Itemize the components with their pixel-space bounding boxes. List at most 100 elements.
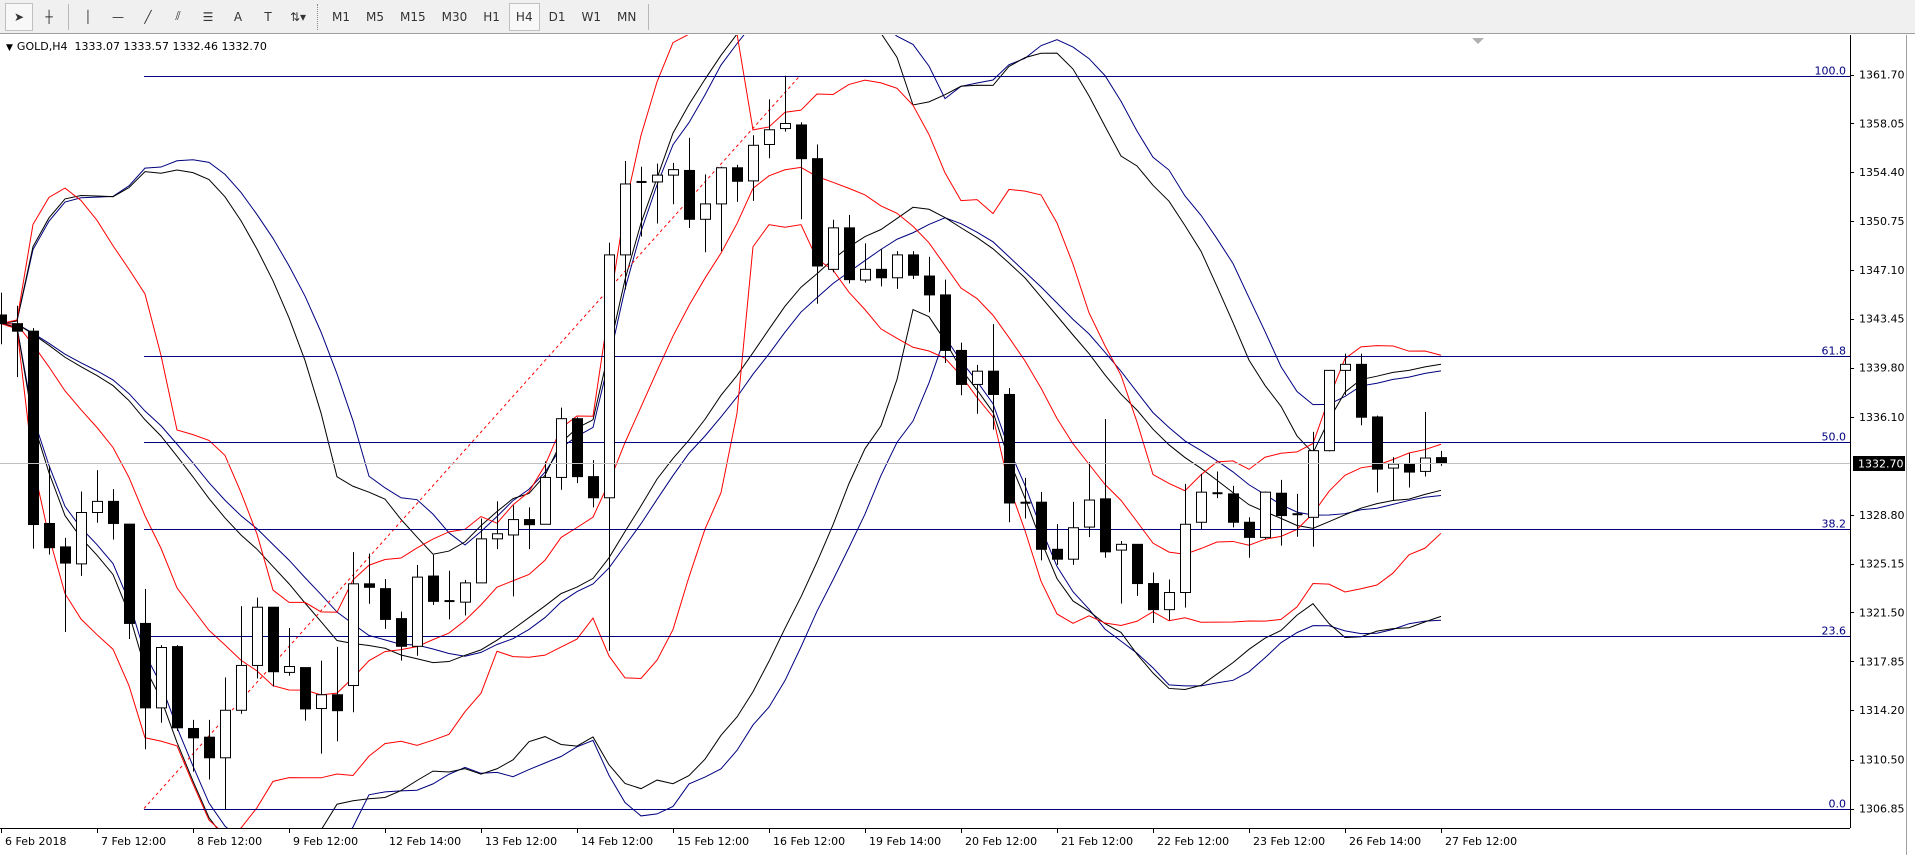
fibonacci-tool-button[interactable]: ☰	[194, 3, 222, 31]
candle	[972, 364, 983, 414]
candle	[540, 461, 551, 525]
symbol-info: ▼ GOLD,H4 1333.07 1333.57 1332.46 1332.70	[6, 40, 267, 53]
fib-level-label: 50.0	[1822, 431, 1847, 444]
candle-body-bear	[1132, 543, 1143, 585]
candle-body-bull	[828, 227, 839, 270]
timeframe-m30-button[interactable]: M30	[441, 9, 468, 24]
candle	[1292, 493, 1303, 537]
vertical-line-tool-button[interactable]: │	[74, 3, 102, 31]
candle-body-bear	[1436, 457, 1447, 464]
candle	[236, 606, 247, 714]
candle-body-bear	[524, 519, 535, 526]
candle-body-bull	[252, 606, 263, 666]
fib-trend-line[interactable]	[143, 75, 801, 809]
timeframe-m15-button[interactable]: M15	[400, 9, 426, 24]
candle-body-bull	[1068, 527, 1079, 560]
fib-level-label: 23.6	[1822, 625, 1847, 638]
band-black-middle-line	[0, 206, 1442, 664]
chart-shift-marker-icon[interactable]	[1472, 38, 1484, 44]
candle-body-bear	[0, 314, 7, 325]
timeframe-m1-button[interactable]: M1	[332, 9, 350, 24]
candle	[828, 219, 839, 273]
candle-body-bull	[540, 476, 551, 525]
candle-body-bear	[140, 622, 151, 709]
fibonacci-retracement[interactable]: 100.0 61.8 50.0 38.2 23.6 0.0	[143, 65, 1850, 811]
candle-body-bear	[1372, 416, 1383, 470]
candle	[1404, 453, 1415, 488]
candle	[700, 174, 711, 253]
time-label: 6 Feb 2018	[5, 835, 66, 848]
toolbar-grip[interactable]	[317, 3, 320, 30]
candle	[1036, 491, 1047, 561]
candle-body-bear	[172, 646, 183, 729]
candle	[492, 501, 503, 550]
candle	[220, 677, 231, 810]
price-label: 1321.50	[1859, 606, 1905, 619]
candle-body-bull	[460, 582, 471, 603]
timeframe-h4-button[interactable]: H4	[508, 2, 540, 31]
crosshair-tool-button[interactable]: ┼	[35, 3, 63, 31]
candle	[860, 243, 871, 283]
timeframe-h1-button[interactable]: H1	[483, 9, 500, 24]
chart-toolbar: ➤ ┼ │ — ╱ ⫽ ☰ A T ⇅▾ M1 M5 M15 M30 H1 H4 D1 W1 MN	[0, 0, 1915, 34]
price-label: 1314.20	[1859, 704, 1905, 717]
candle	[1196, 473, 1207, 530]
arrows-dropdown-tool-button[interactable]: ⇅▾	[284, 3, 312, 31]
trendline-tool-button[interactable]: ╱	[134, 3, 162, 31]
fib-level-label: 100.0	[1815, 65, 1847, 78]
collapse-triangle-icon[interactable]: ▼	[6, 43, 13, 53]
candle-body-bull	[236, 664, 247, 711]
timeframe-w1-button[interactable]: W1	[581, 9, 601, 24]
time-label: 9 Feb 12:00	[293, 835, 358, 848]
price-label: 1310.50	[1859, 754, 1905, 767]
candle-body-bear	[1356, 363, 1367, 418]
candle-body-bear	[204, 736, 215, 759]
trendline-icon: ╱	[144, 9, 152, 24]
candle-body-bull	[76, 511, 87, 565]
cursor-tool-button[interactable]: ➤	[5, 2, 33, 31]
candle	[1324, 369, 1335, 452]
price-label: 1306.85	[1859, 803, 1905, 816]
candle-body-bear	[108, 500, 119, 524]
candle	[956, 342, 967, 396]
candle-body-bear	[812, 158, 823, 267]
price-label: 1336.10	[1859, 411, 1905, 424]
candle-body-bear	[364, 583, 375, 588]
horizontal-line-tool-button[interactable]: —	[104, 3, 132, 31]
symbol-ohlc: 1333.07 1333.57 1332.46 1332.70	[74, 40, 267, 53]
timeframe-m5-button[interactable]: M5	[366, 9, 384, 24]
current-price-label: 1332.70	[1858, 458, 1904, 471]
candle-body-bull	[1180, 523, 1191, 594]
candle-body-bear	[188, 727, 199, 739]
candle-body-bear	[1244, 521, 1255, 538]
band-black-lower-line	[0, 308, 1442, 828]
current-price-tag	[1853, 456, 1905, 471]
price-label: 1354.40	[1859, 166, 1905, 179]
candle-body-bear	[428, 575, 439, 602]
candle-body-bear	[1404, 463, 1415, 473]
band-navy-lower-line	[0, 323, 1442, 828]
candle	[92, 470, 103, 523]
candle	[604, 242, 615, 651]
candle	[444, 570, 455, 620]
candle-body-bull	[1388, 463, 1399, 469]
price-label: 1358.05	[1859, 117, 1905, 130]
timeframe-d1-button[interactable]: D1	[548, 9, 566, 24]
timeframe-mn-button[interactable]: MN	[616, 9, 637, 24]
equidistant-channel-tool-button[interactable]: ⫽	[164, 3, 192, 31]
candle	[732, 164, 743, 202]
candle-body-bull	[668, 169, 679, 176]
candle-body-bear	[876, 268, 887, 279]
symbol-title: GOLD,H4	[16, 40, 68, 53]
candle-body-bull	[860, 268, 871, 281]
candle-body-bull	[348, 583, 359, 687]
time-label: 22 Feb 12:00	[1157, 835, 1229, 848]
time-label: 14 Feb 12:00	[581, 835, 653, 848]
candle-body-bear	[572, 418, 583, 478]
text-label-tool-button[interactable]: T	[254, 3, 282, 31]
candle-body-bull	[156, 647, 167, 709]
candle	[268, 606, 279, 687]
candle-body-bull	[92, 500, 103, 513]
text-tool-button[interactable]: A	[224, 3, 252, 31]
